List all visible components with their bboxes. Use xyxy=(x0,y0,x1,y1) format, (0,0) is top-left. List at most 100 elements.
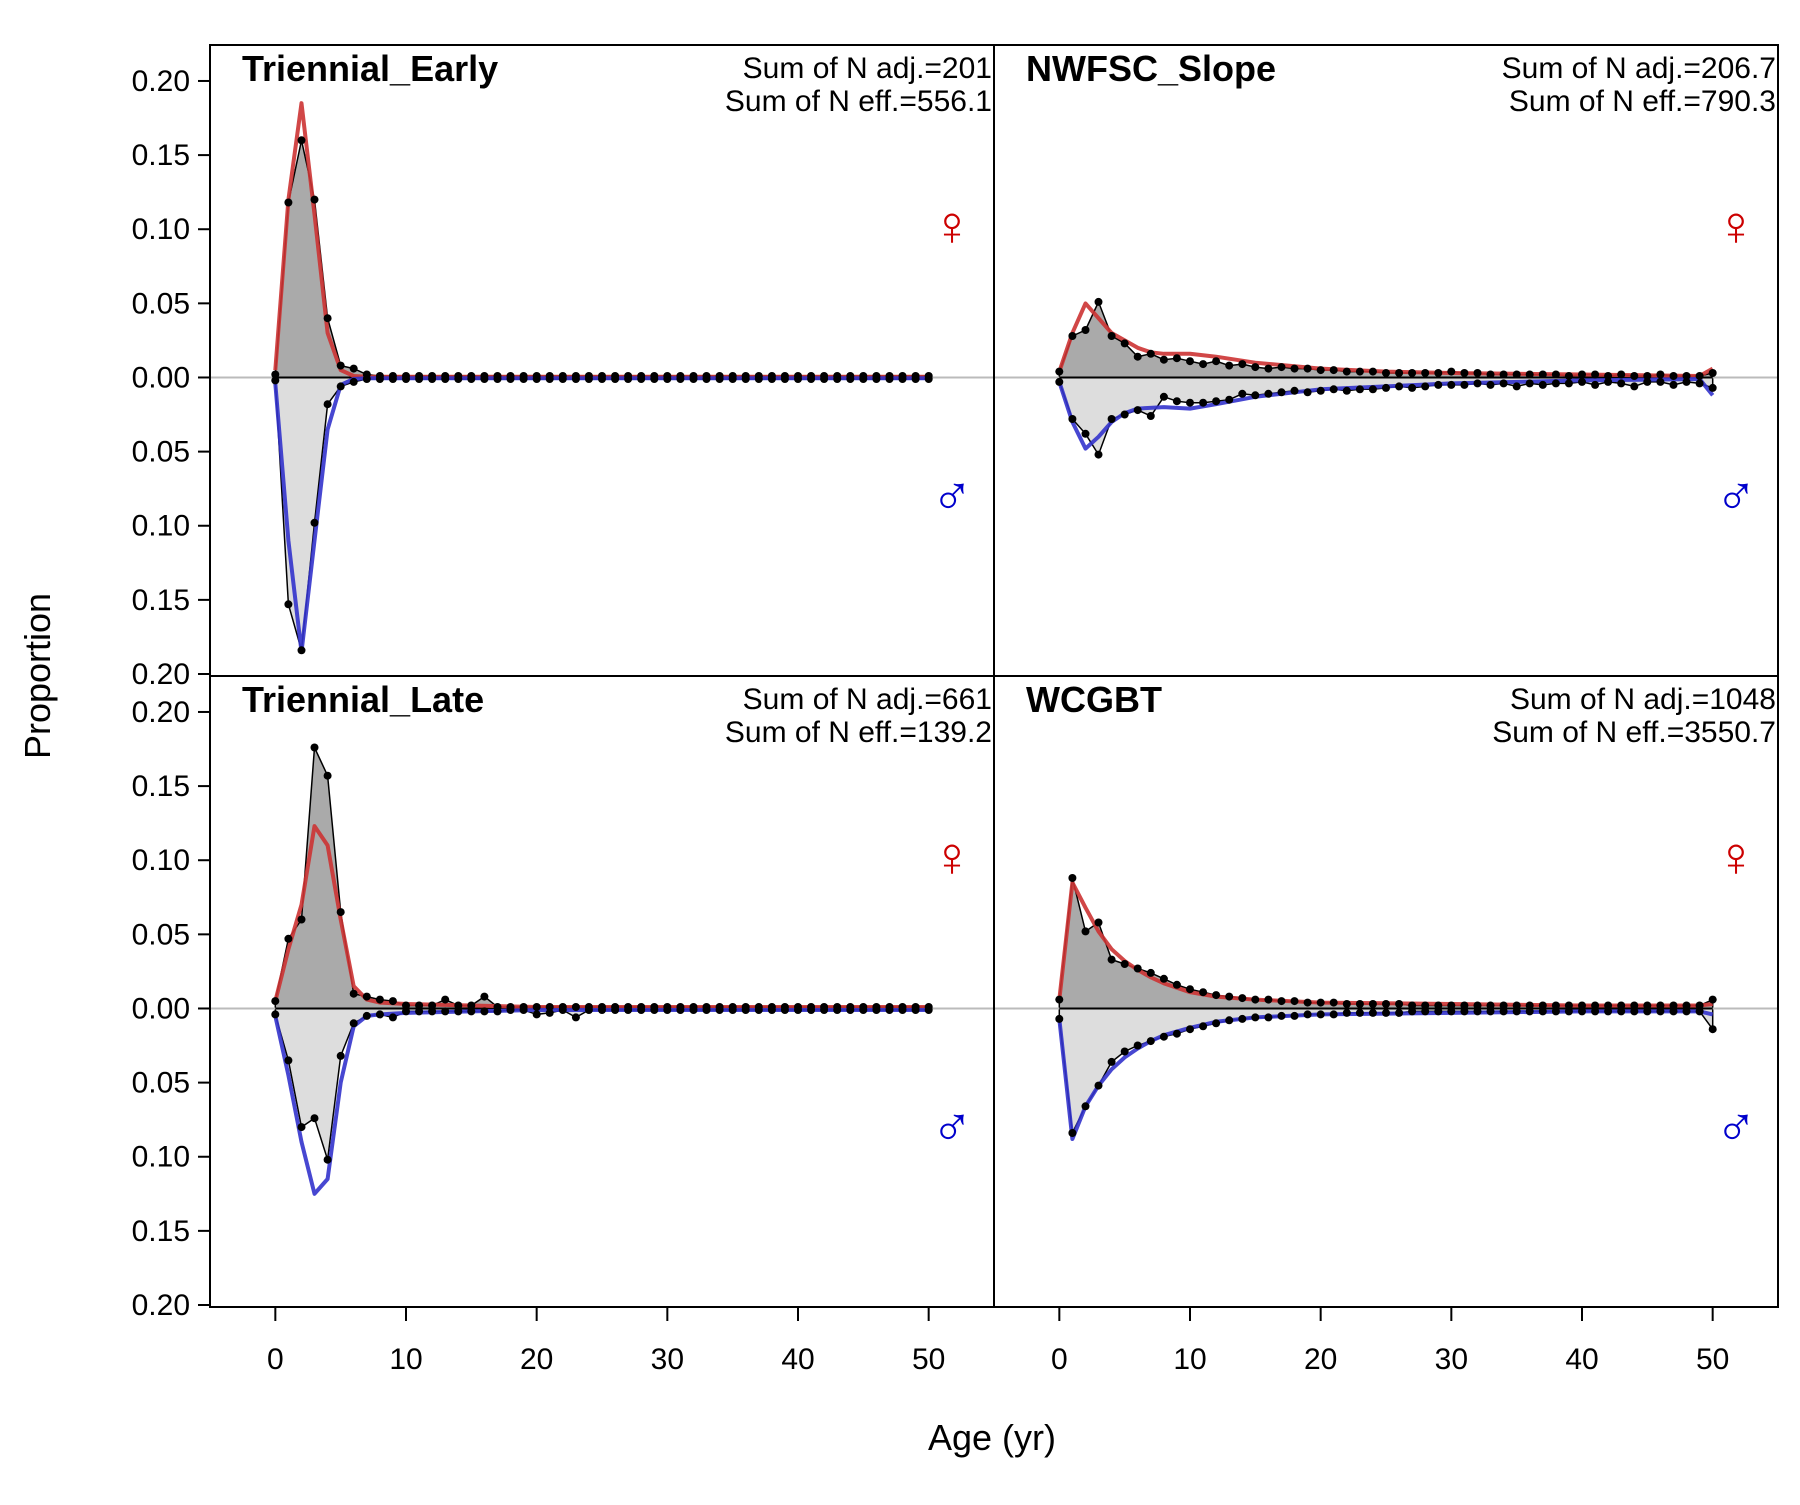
male-observed-point xyxy=(611,1006,620,1014)
male-observed-point xyxy=(1055,377,1064,386)
female-observed-point xyxy=(1081,326,1090,334)
panel-stat: Sum of N adj.=206.7 xyxy=(1502,52,1776,85)
male-observed-point xyxy=(1342,1008,1351,1017)
x-tick-label: 0 xyxy=(267,1343,284,1376)
female-observed-point xyxy=(1094,297,1103,306)
male-observed-point xyxy=(885,1006,894,1014)
male-observed-point xyxy=(872,375,881,383)
y-tick-label: 0.15 xyxy=(132,139,190,172)
female-observed-point xyxy=(1342,1000,1351,1008)
female-observed-point xyxy=(1277,363,1286,372)
y-tick-label: 0.10 xyxy=(132,1141,190,1174)
female-observed-point xyxy=(1355,367,1364,376)
female-observed-point xyxy=(415,1001,424,1010)
male-observed-point xyxy=(297,1123,306,1132)
male-observed-point xyxy=(1447,1007,1456,1016)
male-observed-point xyxy=(624,1006,633,1014)
y-tick-label: 0.05 xyxy=(132,436,190,469)
male-observed-point xyxy=(467,375,476,383)
male-observed-point xyxy=(1329,385,1338,394)
male-observed-point xyxy=(872,1006,881,1014)
male-observed-point xyxy=(1238,1014,1247,1023)
male-observed-point xyxy=(1368,1008,1377,1017)
x-axis-label: Age (yr) xyxy=(928,1417,1056,1458)
female-observed-point xyxy=(1630,1001,1639,1010)
female-observed-point xyxy=(1591,370,1600,379)
female-observed-point xyxy=(1434,369,1443,377)
male-observed-point xyxy=(1342,386,1351,395)
male-observed-point xyxy=(480,1007,489,1016)
female-observed-point xyxy=(1643,372,1652,380)
male-observed-point xyxy=(1094,450,1103,459)
male-observed-point xyxy=(1525,379,1534,388)
male-observed-point xyxy=(532,1010,541,1019)
x-tick-label: 50 xyxy=(1696,1343,1729,1376)
female-observed-point xyxy=(1186,357,1194,366)
male-observed-point xyxy=(571,375,580,383)
male-observed-point xyxy=(558,1006,567,1014)
male-observed-point xyxy=(297,646,306,655)
female-observed-point xyxy=(310,195,319,204)
female-observed-point xyxy=(1186,985,1194,994)
male-observed-point xyxy=(1159,1032,1168,1041)
male-observed-point xyxy=(924,375,933,383)
male-observed-point xyxy=(833,375,842,383)
female-expected-line xyxy=(1057,301,1714,378)
female-observed-area xyxy=(1058,299,1714,379)
male-observed-point xyxy=(1695,1007,1704,1016)
female-observed-point xyxy=(402,1001,410,1010)
y-tick-label: 0.10 xyxy=(132,510,190,543)
female-observed-point xyxy=(1212,357,1221,366)
female-observed-point xyxy=(1081,927,1090,936)
male-observed-point xyxy=(1382,383,1390,392)
panel-title: Triennial_Late xyxy=(242,679,484,720)
male-observed-point xyxy=(310,1114,319,1123)
male-observed-point xyxy=(402,375,410,383)
male-observed-point xyxy=(467,1007,476,1016)
panel-stat: Sum of N adj.=201 xyxy=(743,52,992,85)
female-observed-point xyxy=(571,1003,580,1011)
female-observed-point xyxy=(336,361,345,370)
male-observed-point xyxy=(1094,1081,1103,1090)
male-observed-point xyxy=(1669,1007,1678,1016)
male-observed-point xyxy=(519,1006,528,1014)
male-observed-point xyxy=(545,1008,554,1017)
male-observed-point xyxy=(663,1006,672,1014)
female-observed-point xyxy=(1538,1001,1547,1010)
x-tick-label: 0 xyxy=(1051,1343,1068,1376)
male-observed-point xyxy=(1408,383,1417,392)
male-observed-point xyxy=(1251,391,1260,400)
male-observed-point xyxy=(924,1006,933,1014)
male-observed-point xyxy=(728,375,737,383)
male-observed-point xyxy=(1199,1022,1208,1031)
female-observed-point xyxy=(1421,1001,1430,1010)
female-observed-point xyxy=(349,989,358,998)
x-tick-label: 20 xyxy=(1304,1343,1337,1376)
male-observed-point xyxy=(388,375,397,383)
female-observed-point xyxy=(310,743,319,752)
male-observed-point xyxy=(1643,1007,1652,1016)
female-observed-point xyxy=(1708,369,1717,377)
y-tick-label: 0.10 xyxy=(132,844,190,877)
male-observed-point xyxy=(441,1007,450,1016)
x-tick-label: 10 xyxy=(389,1343,422,1376)
female-observed-point xyxy=(1395,1000,1404,1008)
male-symbol: ♂ xyxy=(1715,464,1757,527)
male-observed-area xyxy=(274,1007,930,1160)
male-observed-point xyxy=(415,1007,424,1016)
panel-stat: Sum of N adj.=661 xyxy=(743,683,992,716)
female-observed-point xyxy=(428,1001,437,1010)
male-observed-point xyxy=(1460,1007,1469,1016)
female-symbol: ♀ xyxy=(1715,825,1757,888)
male-observed-point xyxy=(637,375,646,383)
male-observed-point xyxy=(1212,397,1221,406)
male-observed-point xyxy=(598,1006,606,1014)
male-observed-point xyxy=(1643,377,1652,386)
female-observed-point xyxy=(1068,332,1077,340)
female-observed-point xyxy=(1264,995,1273,1004)
male-observed-point xyxy=(754,375,763,383)
female-observed-point xyxy=(1290,997,1299,1006)
x-tick-label: 40 xyxy=(1565,1343,1598,1376)
